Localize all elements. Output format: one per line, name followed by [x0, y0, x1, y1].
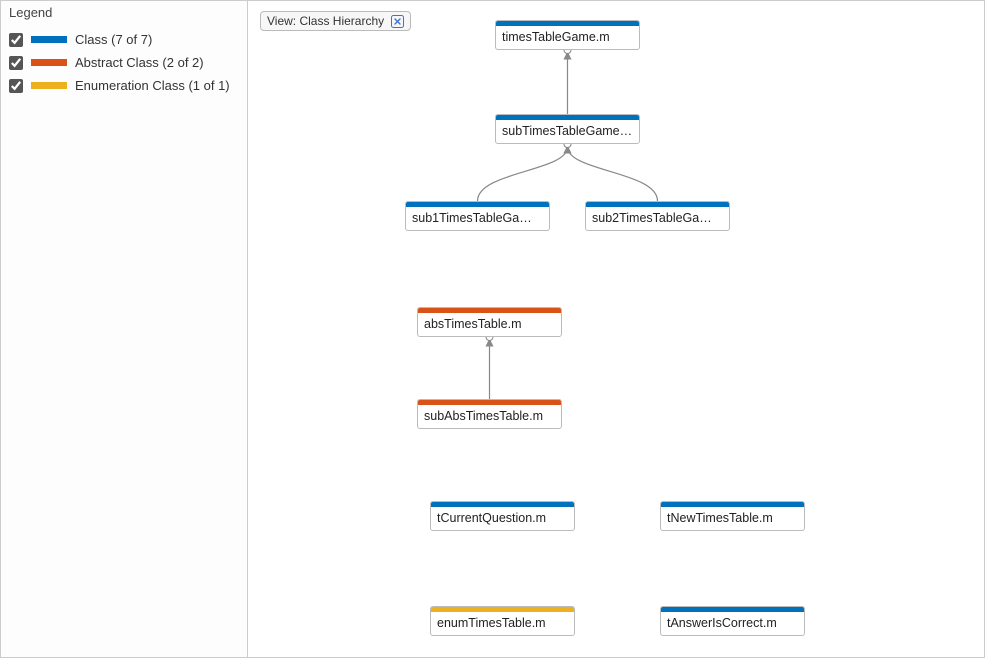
class-node-timesTableGame[interactable]: timesTableGame.m: [495, 20, 640, 50]
legend-title: Legend: [1, 1, 247, 24]
legend-checkbox[interactable]: [9, 56, 23, 70]
legend-item[interactable]: Class (7 of 7): [1, 28, 247, 51]
view-chip-label: View: Class Hierarchy: [267, 14, 384, 28]
legend-items: Class (7 of 7) Abstract Class (2 of 2) Enu…: [1, 24, 247, 101]
close-icon[interactable]: [390, 14, 404, 28]
class-node-label: enumTimesTable.m: [431, 612, 574, 635]
legend-label: Abstract Class (2 of 2): [75, 55, 204, 70]
legend-swatch: [31, 82, 67, 89]
legend-label: Class (7 of 7): [75, 32, 152, 47]
class-node-label: subTimesTableGame.m: [496, 120, 639, 143]
class-node-label: subAbsTimesTable.m: [418, 405, 561, 428]
class-node-tNewTimesTable[interactable]: tNewTimesTable.m: [660, 501, 805, 531]
legend-swatch: [31, 36, 67, 43]
class-node-label: tCurrentQuestion.m: [431, 507, 574, 530]
class-node-label: tAnswerIsCorrect.m: [661, 612, 804, 635]
legend-checkbox[interactable]: [9, 33, 23, 47]
class-node-subAbsTimesTable[interactable]: subAbsTimesTable.m: [417, 399, 562, 429]
legend-panel: Legend Class (7 of 7) Abstract Class (2 o…: [1, 1, 248, 657]
legend-item[interactable]: Abstract Class (2 of 2): [1, 51, 247, 74]
legend-label: Enumeration Class (1 of 1): [75, 78, 230, 93]
view-chip[interactable]: View: Class Hierarchy: [260, 11, 411, 31]
class-node-enumTimesTable[interactable]: enumTimesTable.m: [430, 606, 575, 636]
legend-swatch: [31, 59, 67, 66]
class-node-subTimesTableGame[interactable]: subTimesTableGame.m: [495, 114, 640, 144]
edges-layer: [248, 1, 985, 659]
class-node-sub2TimesTableGame[interactable]: sub2TimesTableGa… .m: [585, 201, 730, 231]
class-node-label: timesTableGame.m: [496, 26, 639, 49]
class-node-label: sub1TimesTableGa… .m: [406, 207, 549, 230]
class-node-sub1TimesTableGame[interactable]: sub1TimesTableGa… .m: [405, 201, 550, 231]
legend-item[interactable]: Enumeration Class (1 of 1): [1, 74, 247, 97]
class-node-tCurrentQuestion[interactable]: tCurrentQuestion.m: [430, 501, 575, 531]
class-node-label: absTimesTable.m: [418, 313, 561, 336]
class-node-absTimesTable[interactable]: absTimesTable.m: [417, 307, 562, 337]
class-node-label: tNewTimesTable.m: [661, 507, 804, 530]
app-container: Legend Class (7 of 7) Abstract Class (2 o…: [0, 0, 985, 658]
class-node-tAnswerIsCorrect[interactable]: tAnswerIsCorrect.m: [660, 606, 805, 636]
class-node-label: sub2TimesTableGa… .m: [586, 207, 729, 230]
legend-checkbox[interactable]: [9, 79, 23, 93]
diagram-canvas[interactable]: View: Class Hierarchy timesTableGame.m su…: [248, 1, 984, 657]
